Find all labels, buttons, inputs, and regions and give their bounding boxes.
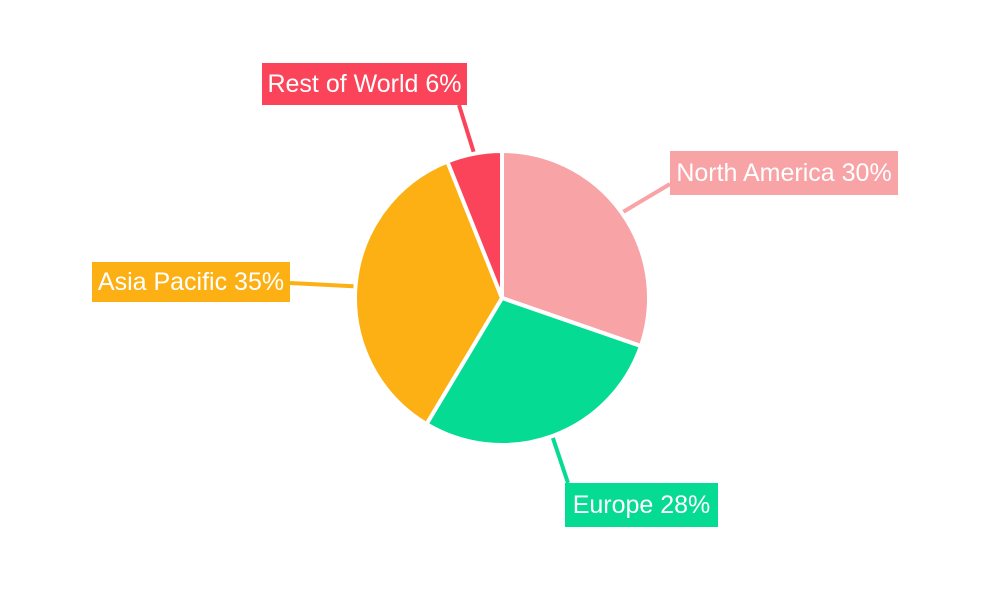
pie-slice-rest-of-world — [445, 149, 504, 300]
leader-line-europe — [550, 435, 570, 484]
leader-lines-group — [289, 104, 672, 484]
pie-label-asia-pacific: Asia Pacific 35% — [92, 262, 290, 302]
pie-slice-north-america — [500, 149, 652, 349]
pie-slices-group — [353, 149, 652, 447]
pie-label-north-america: North America 30% — [670, 151, 898, 195]
pie-label-europe: Europe 28% — [565, 483, 718, 527]
leader-line-rest-of-world — [457, 104, 477, 155]
leader-line-north-america — [620, 182, 672, 215]
pie-slice-asia-pacific — [353, 159, 504, 427]
pie-label-rest-of-world: Rest of World 6% — [262, 63, 467, 105]
leader-line-asia-pacific — [289, 281, 356, 289]
